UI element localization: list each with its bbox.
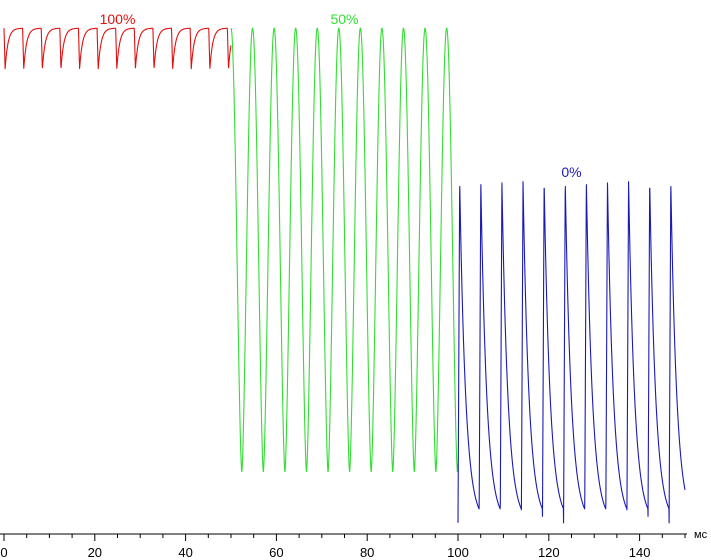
x-tick-label: 20 [88,545,102,560]
x-tick-label: 40 [178,545,192,560]
x-tick-label: 140 [629,545,651,560]
series-layer [3,27,686,524]
series-line-1 [230,27,459,473]
series-line-0 [3,27,232,70]
series-label-1: 50% [330,11,358,27]
series-line-2 [457,181,686,524]
x-tick-label: 100 [447,545,469,560]
x-tick-label: 60 [269,545,283,560]
x-tick-label: 0 [0,545,7,560]
x-axis: 0 20 40 60 80 100 120 140 мс [0,529,708,560]
x-tick-label: 120 [538,545,560,560]
series-label-0: 100% [100,11,136,27]
x-axis-unit-label: мс [694,529,708,541]
series-label-layer: 100% 50% 0% [100,11,582,180]
x-tick-label: 80 [360,545,374,560]
series-label-2: 0% [561,164,581,180]
